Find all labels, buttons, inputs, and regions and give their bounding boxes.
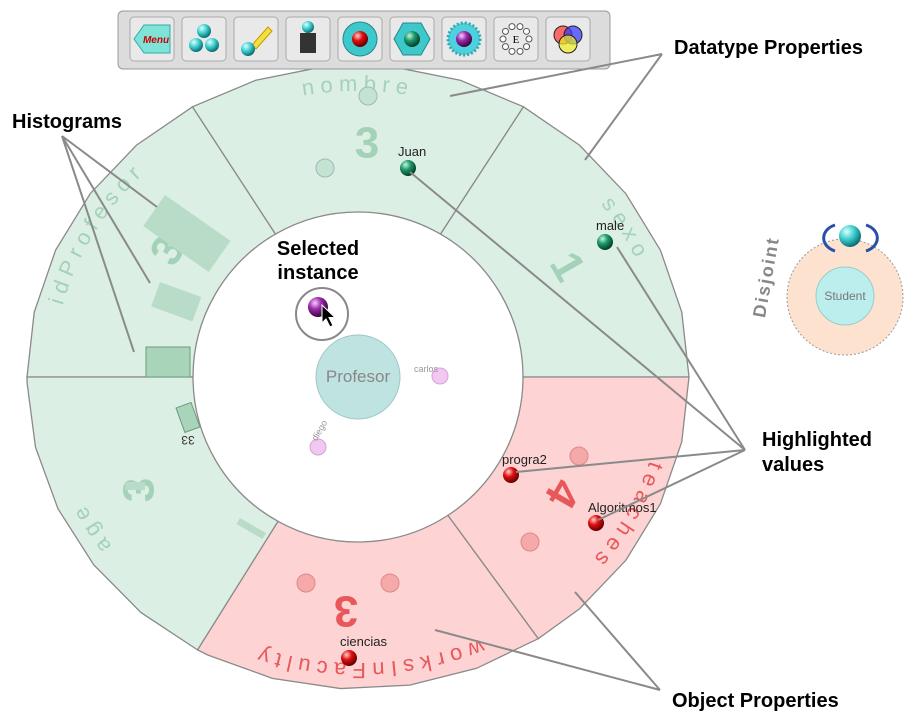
value-label: progra2 xyxy=(502,452,547,467)
value-label: male xyxy=(596,218,624,233)
icon-shape xyxy=(241,42,255,56)
class-name: Profesor xyxy=(326,367,391,386)
ontology-view: idProfesor31nombre3Juansexo1maleteaches4… xyxy=(0,0,907,715)
value-label: ciencias xyxy=(340,634,387,649)
value-ball[interactable] xyxy=(400,160,416,176)
empty-value xyxy=(359,87,377,105)
annotation: values xyxy=(762,454,824,476)
icon-shape xyxy=(205,38,219,52)
toolbar-icon xyxy=(300,21,316,53)
annotation: Highlighted xyxy=(762,429,872,451)
value-ball[interactable] xyxy=(597,234,613,250)
icon-shape xyxy=(502,28,508,34)
icon-shape xyxy=(502,44,508,50)
icon-shape xyxy=(189,38,203,52)
histogram-bar xyxy=(146,347,190,377)
histogram-label: 33 xyxy=(181,433,195,447)
disjoint-ball xyxy=(839,225,861,247)
icon-shape xyxy=(517,48,523,54)
icon-shape xyxy=(559,35,577,53)
icon-shape xyxy=(509,24,515,30)
toolbar-button[interactable] xyxy=(182,17,226,61)
toolbar-icon xyxy=(448,23,480,55)
empty-value xyxy=(381,574,399,592)
menu-label: Menu xyxy=(143,35,169,46)
icon-shape xyxy=(523,28,529,34)
icon-shape xyxy=(456,31,472,47)
value-ball[interactable] xyxy=(341,650,357,666)
histogram-bar xyxy=(125,482,145,490)
toolbar: Menu E xyxy=(118,11,610,69)
instance-label: diego xyxy=(310,418,330,442)
empty-value xyxy=(521,533,539,551)
annotation: Object Properties xyxy=(672,690,839,712)
instance-label: carlos xyxy=(414,364,439,374)
icon-shape xyxy=(352,31,368,47)
value-ball[interactable] xyxy=(503,467,519,483)
annotation: Selected xyxy=(277,238,359,260)
annotation: instance xyxy=(277,262,358,284)
annotation: Datatype Properties xyxy=(674,37,863,59)
equivalent-label: E xyxy=(513,34,520,46)
disjoint-label: Disjoint xyxy=(749,235,783,319)
property-count: 3 xyxy=(334,586,358,635)
annotation: Histograms xyxy=(12,111,122,133)
empty-value xyxy=(570,447,588,465)
empty-value xyxy=(316,159,334,177)
icon-shape xyxy=(404,31,420,47)
empty-value xyxy=(297,574,315,592)
icon-shape xyxy=(197,24,211,38)
icon-shape xyxy=(526,36,532,42)
icon-shape xyxy=(524,44,530,50)
icon-shape xyxy=(509,48,515,54)
icon-shape xyxy=(500,36,506,42)
student-label: Student xyxy=(824,289,866,303)
icon-shape xyxy=(517,24,523,30)
icon-shape xyxy=(302,21,314,33)
value-label: Juan xyxy=(398,144,426,159)
icon-shape xyxy=(300,33,316,53)
toolbar-icon xyxy=(343,22,377,56)
toolbar-button[interactable] xyxy=(234,17,278,61)
disjoint-panel: Student Disjoint xyxy=(749,225,903,355)
property-count: 3 xyxy=(355,119,379,168)
